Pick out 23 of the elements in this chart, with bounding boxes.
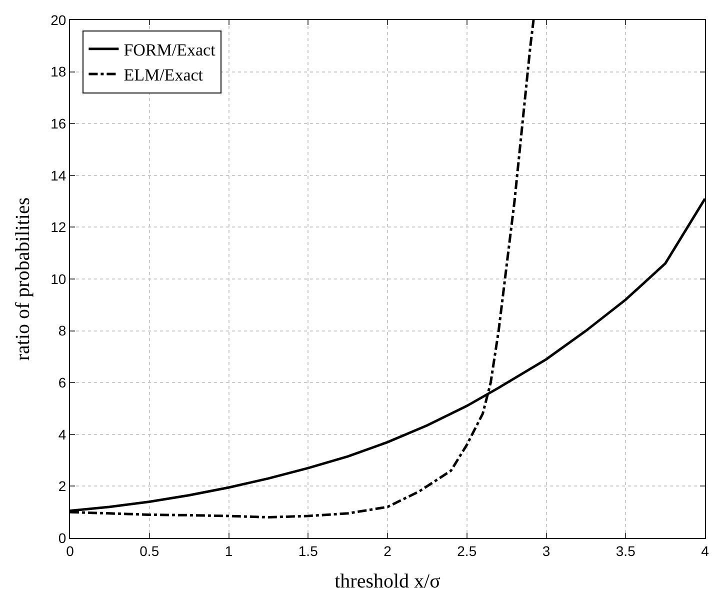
y-tick-label: 10 — [50, 270, 66, 287]
y-tick-label: 0 — [58, 530, 66, 546]
x-tick-label: 1.5 — [298, 542, 318, 559]
x-tick-label: 2.5 — [457, 542, 477, 559]
y-tick-label: 12 — [50, 219, 66, 236]
x-tick-label: 3.5 — [616, 542, 636, 559]
y-axis-title: ratio of probabilities — [12, 197, 34, 361]
x-tick-label: 4 — [701, 542, 710, 559]
y-tick-label: 20 — [50, 12, 66, 28]
x-tick-label: 3 — [542, 542, 550, 559]
y-tick-label: 14 — [50, 167, 66, 184]
y-tick-label: 16 — [50, 116, 66, 132]
legend-label: FORM/Exact — [124, 40, 216, 60]
y-tick-label: 4 — [58, 426, 66, 442]
y-tick-label: 18 — [50, 64, 66, 80]
x-axis-title: threshold x/σ — [334, 570, 441, 592]
x-tick-label: 1 — [224, 542, 233, 559]
x-tick-label: 2 — [384, 542, 392, 559]
legend-label: ELM/Exact — [124, 66, 204, 85]
y-tick-label: 2 — [58, 478, 66, 494]
x-tick-label: 0.5 — [140, 542, 160, 559]
y-tick-label: 8 — [58, 322, 66, 339]
y-tick-label: 6 — [58, 374, 66, 390]
